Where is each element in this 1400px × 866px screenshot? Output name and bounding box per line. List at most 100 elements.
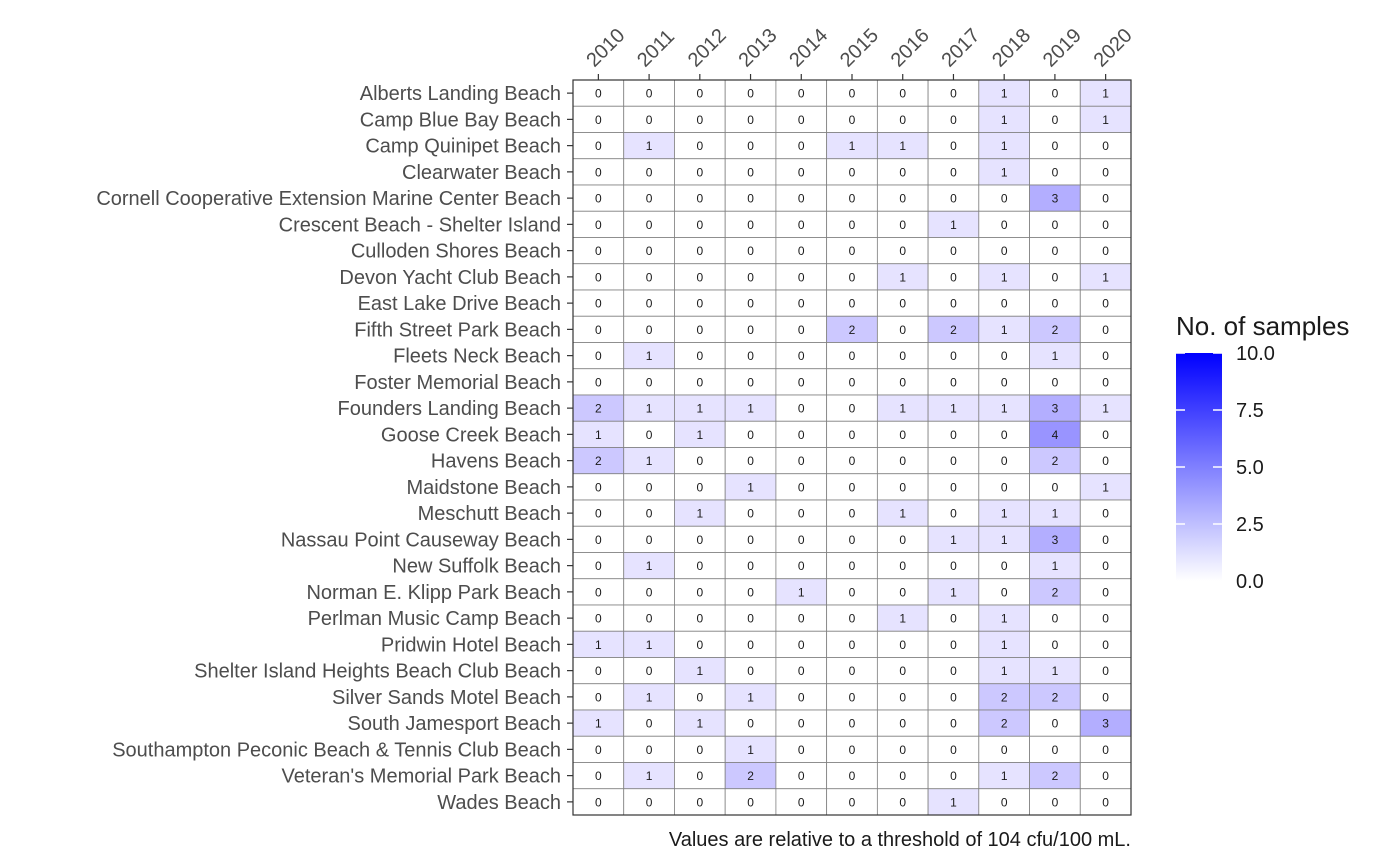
- cell-value-label: 0: [747, 192, 754, 206]
- cell-value-label: 0: [1052, 165, 1059, 179]
- cell-value-label: 0: [595, 664, 602, 678]
- cell-value-label: 0: [849, 664, 856, 678]
- cell-value-label: 0: [849, 244, 856, 258]
- heatmap-cell: [674, 657, 726, 685]
- heatmap-cell: [826, 604, 878, 632]
- column-label: 2018: [988, 25, 1035, 72]
- heatmap-cell: [623, 604, 675, 632]
- heatmap-cell: [1029, 735, 1081, 763]
- cell-value-label: 0: [899, 323, 906, 337]
- heatmap-cell: [623, 525, 675, 553]
- cell-value-label: 1: [950, 585, 957, 599]
- heatmap-cell: [775, 788, 828, 816]
- heatmap-cell: [978, 184, 1030, 212]
- cell-value-label: 0: [950, 428, 957, 442]
- cell-value-label: 1: [899, 612, 906, 626]
- heatmap-cell: [572, 289, 625, 317]
- cell-value-label: 0: [696, 270, 703, 284]
- cell-value-label: 0: [798, 165, 805, 179]
- cell-value-label: 0: [849, 428, 856, 442]
- cell-value-label: 0: [899, 113, 906, 127]
- heatmap-cell: [927, 604, 980, 632]
- heatmap-cell: [623, 788, 675, 816]
- heatmap-cell: [572, 788, 625, 816]
- cell-value-label: 0: [950, 507, 957, 521]
- heatmap-cell: [674, 368, 726, 396]
- cell-value-label: 0: [696, 87, 703, 101]
- heatmap-cell: [623, 79, 675, 107]
- row-label: Perlman Music Camp Beach: [308, 608, 561, 630]
- cell-value-label: 0: [1102, 244, 1109, 258]
- heatmap-cell: [775, 132, 828, 160]
- heatmap-cell: [826, 525, 878, 553]
- cell-value-label: 0: [849, 218, 856, 232]
- cell-value-label: 0: [595, 244, 602, 258]
- heatmap-cell: [1029, 552, 1081, 580]
- heatmap-cell: [876, 184, 929, 212]
- cell-value-label: 0: [950, 87, 957, 101]
- cell-value-label: 0: [696, 192, 703, 206]
- cell-value-label: 1: [1052, 559, 1059, 573]
- heatmap-cell: [978, 420, 1030, 448]
- cell-value-label: 0: [1001, 480, 1008, 494]
- cell-value-label: 0: [1102, 297, 1109, 311]
- cell-value-label: 0: [696, 297, 703, 311]
- heatmap-cell: [674, 447, 726, 475]
- heatmap-cell: [572, 105, 625, 133]
- cell-value-label: 0: [950, 165, 957, 179]
- cell-value-label: 0: [747, 87, 754, 101]
- cell-value-label: 1: [849, 139, 856, 153]
- row-label: Clearwater Beach: [402, 162, 561, 184]
- heatmap-cell: [674, 394, 726, 422]
- column-label: 2020: [1090, 25, 1137, 72]
- cell-value-label: 0: [849, 585, 856, 599]
- heatmap-cell: [724, 315, 777, 343]
- heatmap-cell: [724, 184, 777, 212]
- cell-value-label: 2: [1001, 690, 1008, 704]
- heatmap-cell: [876, 525, 929, 553]
- cell-value-label: 1: [899, 507, 906, 521]
- cell-value-label: 0: [798, 218, 805, 232]
- cell-value-label: 0: [1052, 218, 1059, 232]
- heatmap-cell: [876, 735, 929, 763]
- row-label: Pridwin Hotel Beach: [381, 634, 561, 656]
- heatmap-cell: [826, 158, 878, 186]
- cell-value-label: 0: [696, 612, 703, 626]
- cell-value-label: 0: [696, 165, 703, 179]
- heatmap-cell: [927, 420, 980, 448]
- cell-value-label: 0: [595, 192, 602, 206]
- cell-value-label: 1: [696, 507, 703, 521]
- heatmap-cell: [623, 762, 675, 790]
- cell-value-label: 1: [950, 402, 957, 416]
- heatmap-cell: [1029, 525, 1081, 553]
- cell-value-label: 0: [747, 612, 754, 626]
- heatmap-cell: [674, 184, 726, 212]
- heatmap-cell: [927, 263, 980, 291]
- legend-tick-label: 5.0: [1236, 457, 1264, 479]
- cell-value-label: 0: [899, 87, 906, 101]
- heatmap-cell: [927, 525, 980, 553]
- cell-value-label: 0: [849, 769, 856, 783]
- cell-value-label: 0: [849, 165, 856, 179]
- heatmap-cell: [775, 420, 828, 448]
- cell-value-label: 2: [849, 323, 856, 337]
- cell-value-label: 0: [646, 270, 653, 284]
- cell-value-label: 0: [798, 664, 805, 678]
- cell-value-label: 0: [798, 480, 805, 494]
- cell-value-label: 1: [646, 559, 653, 573]
- heatmap-cell: [826, 735, 878, 763]
- cell-value-label: 0: [1102, 585, 1109, 599]
- cell-value-label: 0: [747, 717, 754, 731]
- cell-value-label: 0: [595, 323, 602, 337]
- cell-value-label: 1: [595, 638, 602, 652]
- heatmap-cell: [623, 342, 675, 370]
- cell-value-label: 0: [696, 480, 703, 494]
- cell-value-label: 0: [1102, 533, 1109, 547]
- cell-value-label: 1: [1102, 113, 1109, 127]
- heatmap-cell: [572, 79, 625, 107]
- cell-value-label: 1: [696, 402, 703, 416]
- row-label: Meschutt Beach: [418, 503, 561, 525]
- heatmap-cell: [826, 683, 878, 711]
- row-label: Wades Beach: [437, 792, 561, 814]
- cell-value-label: 0: [646, 717, 653, 731]
